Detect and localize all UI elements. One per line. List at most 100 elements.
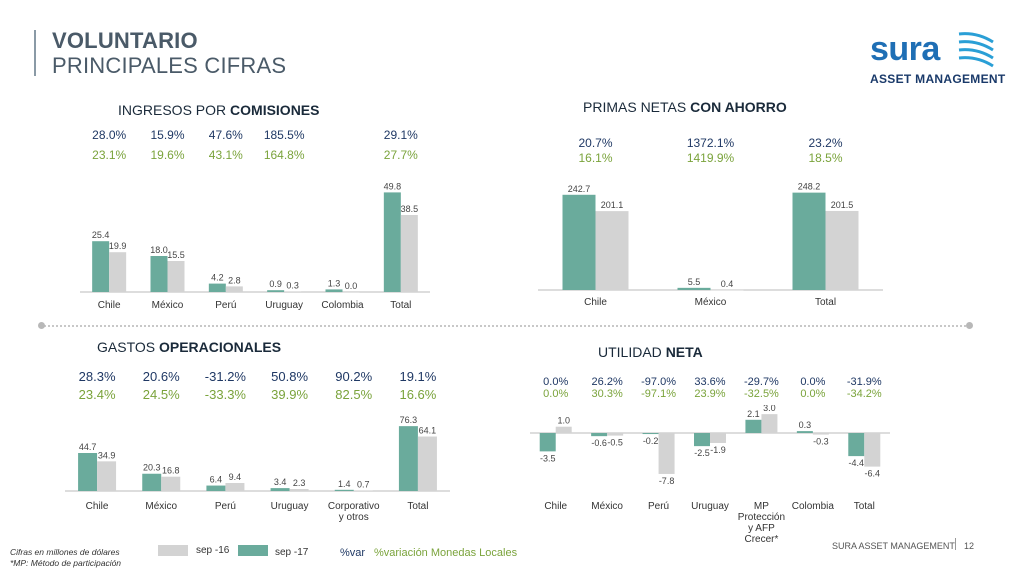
bar-sep17	[642, 433, 659, 435]
data-label: 6.4	[210, 475, 223, 485]
data-label: 15.5	[167, 250, 185, 260]
bar-sep17	[383, 192, 401, 292]
bar-sep16	[400, 215, 418, 292]
category-label: Perú	[648, 501, 669, 512]
data-label: 201.5	[831, 200, 854, 210]
data-label: 76.3	[400, 415, 418, 425]
category-label: y AFP	[748, 523, 775, 534]
pct-local: 18.5%	[808, 151, 843, 165]
bar-sep17	[142, 473, 162, 491]
title-accent-bar	[34, 30, 36, 76]
pct-var: -97.0%	[641, 376, 676, 388]
footer-divider	[955, 538, 956, 550]
bar-sep17	[848, 433, 865, 457]
pct-local: -34.2%	[846, 388, 882, 400]
bar-sep17	[792, 192, 826, 290]
category-label: Chile	[584, 297, 607, 308]
category-label: México	[145, 501, 177, 512]
pct-local: 0.0%	[800, 388, 826, 400]
chart-utilidad: -3.5 1.0 Chile -0.6 -0.5 México -0.2 -7.8 Perú -2…	[530, 405, 890, 545]
pct-var: 23.2%	[808, 136, 843, 150]
pct-local: 0.0%	[543, 388, 569, 400]
pct-local: 27.7%	[383, 148, 418, 162]
pct-var: 26.2%	[591, 376, 623, 388]
data-label: -7.8	[659, 476, 675, 486]
bar-sep16	[658, 433, 675, 474]
bar-sep17	[267, 290, 285, 292]
category-label: Colombia	[321, 300, 364, 311]
data-label: -0.2	[643, 436, 659, 446]
bar-sep17	[270, 488, 290, 491]
bar-sep17	[78, 453, 98, 491]
data-label: 3.0	[763, 405, 776, 413]
chart-comisiones: 25.419.9 Chile 18.0 15.5 México 4.2 2.8 Perú 0.9…	[80, 181, 430, 311]
data-label: 201.1	[601, 200, 624, 210]
legend-label-var: %var	[340, 547, 366, 559]
bar-sep17	[150, 256, 168, 292]
bar-sep16	[761, 414, 778, 433]
bar-sep16	[167, 261, 185, 292]
bar-sep17	[745, 419, 762, 433]
footer-note-units: Cifras en millones de dólares	[10, 547, 120, 557]
footer-brand: SURA ASSET MANAGEMENT	[832, 541, 955, 551]
pct-local: 23.9%	[694, 388, 726, 400]
data-label: 0.0	[345, 281, 358, 291]
data-label: 3.4	[274, 477, 287, 487]
pct-var: 47.6%	[208, 128, 243, 142]
bar-sep16	[825, 210, 859, 290]
pct-var: 28.0%	[92, 128, 127, 142]
pct-local: 16.1%	[578, 151, 613, 165]
bar-sep17	[325, 289, 343, 292]
data-label: 38.5	[401, 204, 419, 214]
legend-label-local: %variación Monedas Locales	[374, 547, 518, 559]
bar-sep17	[398, 426, 418, 491]
bar-sep17	[206, 485, 226, 491]
category-label: Perú	[215, 501, 236, 512]
pct-var: 15.9%	[150, 128, 185, 142]
data-label: 4.2	[211, 273, 224, 283]
bar-sep16	[595, 211, 629, 290]
pct-var: -29.7%	[743, 376, 779, 388]
data-label: 0.3	[799, 420, 812, 430]
logo-subtitle: ASSET MANAGEMENT	[870, 72, 1006, 86]
bar-sep16	[289, 489, 309, 491]
data-label: 20.3	[143, 463, 161, 473]
data-label: -1.9	[710, 445, 726, 455]
category-label: Colombia	[792, 501, 835, 512]
data-label: 2.1	[747, 409, 760, 419]
category-label: MP	[754, 501, 769, 512]
bar-sep17	[562, 194, 596, 290]
pct-local: -33.3%	[204, 387, 246, 402]
pct-var: 0.0%	[543, 376, 569, 388]
data-label: 16.8	[162, 466, 180, 476]
legend-swatch-sep17	[238, 545, 268, 556]
bar-sep16	[864, 433, 881, 467]
data-label: 0.3	[286, 280, 299, 290]
chart-title-comisiones: INGRESOS POR COMISIONES	[118, 102, 320, 118]
data-label: 0.4	[721, 279, 734, 289]
data-label: 0.7	[357, 479, 370, 489]
pct-local: 43.1%	[208, 148, 243, 162]
data-label: 25.4	[92, 230, 110, 240]
bar-sep16	[710, 433, 726, 443]
data-label: 64.1	[419, 426, 437, 436]
data-label: 5.5	[688, 277, 701, 287]
bar-sep17	[539, 433, 556, 452]
category-label: Total	[407, 501, 428, 512]
category-label: Uruguay	[271, 501, 309, 512]
category-label: Protección	[738, 512, 785, 523]
category-label: y otros	[339, 512, 369, 523]
chart-title-gastos: GASTOS OPERACIONALES	[97, 339, 282, 355]
pct-var: 20.6%	[142, 369, 180, 384]
bar-sep16	[225, 286, 243, 292]
bar-sep16	[161, 476, 181, 491]
pct-local: 24.5%	[142, 387, 180, 402]
bar-sep17	[796, 431, 813, 433]
data-label: 34.9	[98, 450, 116, 460]
pct-local: 19.6%	[150, 148, 185, 162]
category-label: Chile	[98, 300, 121, 311]
category-label: Total	[390, 300, 411, 311]
data-label: 49.8	[384, 181, 402, 191]
pct-var: 50.8%	[271, 369, 309, 384]
bar-sep17	[208, 283, 226, 292]
